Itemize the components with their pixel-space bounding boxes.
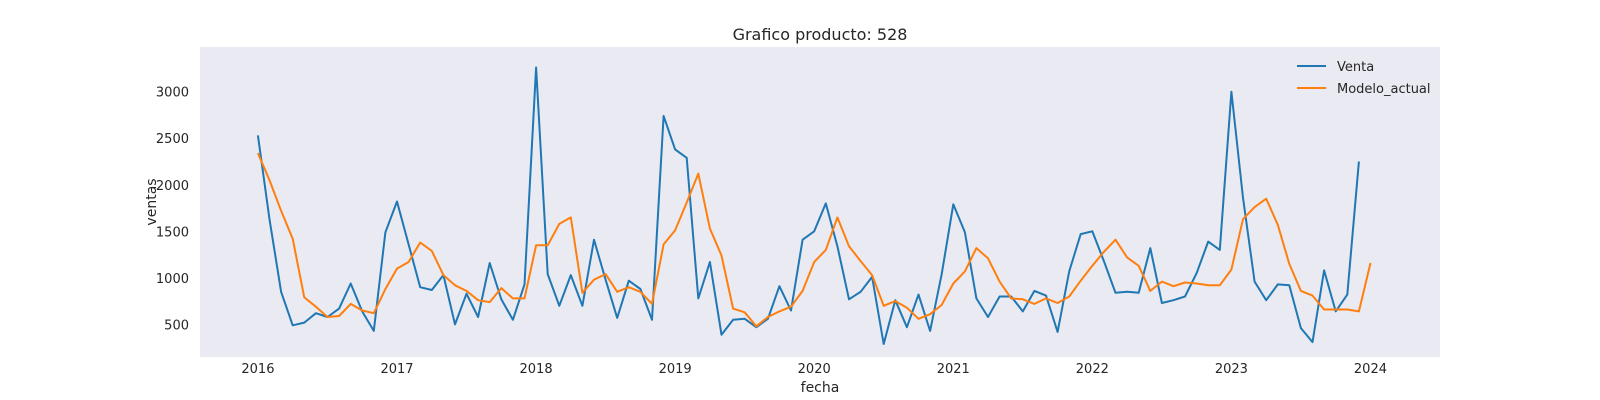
series-line-modelo-actual bbox=[256, 152, 1372, 328]
x-tick-label: 2020 bbox=[798, 362, 831, 377]
x-tick-label: 2021 bbox=[937, 362, 970, 377]
legend-label-modelo-actual: Modelo_actual bbox=[1337, 82, 1431, 97]
x-tick-label: 2019 bbox=[659, 362, 692, 377]
plot-background bbox=[200, 47, 1440, 357]
series-line-venta bbox=[256, 66, 1360, 345]
x-axis-ticks: 2016 2017 2018 2019 2020 2021 2022 2023 2024 bbox=[241, 362, 1387, 377]
y-tick-label: 500 bbox=[164, 318, 189, 333]
y-tick-label: 3000 bbox=[156, 86, 189, 101]
y-tick-label: 1500 bbox=[156, 225, 189, 240]
x-tick-label: 2024 bbox=[1354, 362, 1387, 377]
x-tick-label: 2017 bbox=[380, 362, 413, 377]
x-tick-label: 2023 bbox=[1215, 362, 1248, 377]
y-tick-label: 2000 bbox=[156, 179, 189, 194]
x-axis-label: fecha bbox=[801, 380, 840, 396]
legend: Venta Modelo_actual bbox=[1297, 60, 1431, 97]
y-tick-label: 2500 bbox=[156, 132, 189, 147]
y-tick-label: 1000 bbox=[156, 272, 189, 287]
y-axis-label: ventas bbox=[144, 178, 160, 225]
legend-label-venta: Venta bbox=[1337, 60, 1374, 75]
y-axis-ticks: 500 1000 1500 2000 2500 3000 bbox=[156, 86, 189, 334]
chart-title: Grafico producto: 528 bbox=[733, 25, 908, 44]
series-layer bbox=[256, 66, 1372, 345]
x-tick-label: 2016 bbox=[241, 362, 274, 377]
x-tick-label: 2022 bbox=[1076, 362, 1109, 377]
x-tick-label: 2018 bbox=[520, 362, 553, 377]
